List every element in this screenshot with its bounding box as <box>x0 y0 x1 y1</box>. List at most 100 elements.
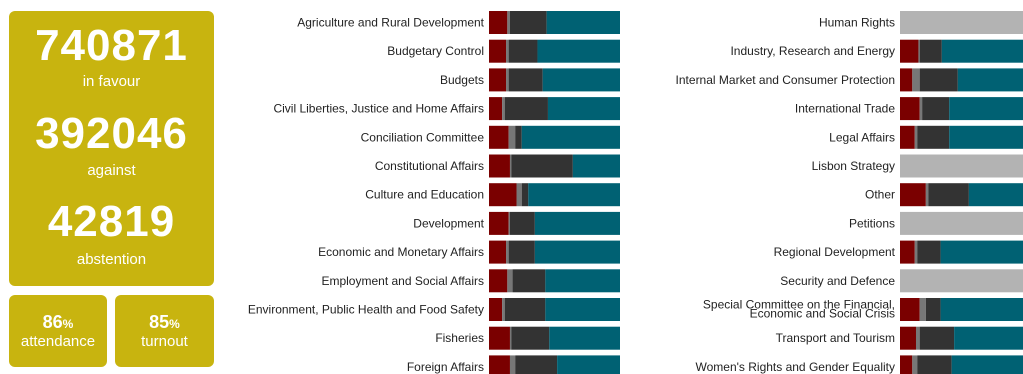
row-label-women-s-rights-and-gender-equality: Women's Rights and Gender Equality <box>695 360 895 374</box>
bar-segment-absent <box>917 125 950 149</box>
against-label: against <box>87 162 136 179</box>
row-label-fisheries: Fisheries <box>435 331 484 345</box>
bar-row-international-trade: International Trade <box>795 97 1023 121</box>
row-label-internal-market-and-consumer-protection: Internal Market and Consumer Protection <box>676 73 895 87</box>
row-label-constitutional-affairs: Constitutional Affairs <box>375 159 484 173</box>
bar-segment-in-favour <box>949 125 1023 149</box>
bar-segment-abstention <box>506 39 509 63</box>
bar-segment-in-favour <box>521 125 620 149</box>
bar-segment-against <box>900 125 915 149</box>
bar-row-fisheries: Fisheries <box>435 326 620 350</box>
bar-segment-against <box>900 97 920 121</box>
bar-segment-absent <box>919 68 958 92</box>
bar-segment-against <box>489 97 503 121</box>
bar-segment-in-favour <box>534 240 620 264</box>
row-label-employment-and-social-affairs: Employment and Social Affairs <box>321 274 484 288</box>
bar-segment-abstention <box>914 240 918 264</box>
row-label-conciliation-committee: Conciliation Committee <box>361 130 485 144</box>
bar-segment-absent <box>511 326 550 350</box>
bar-row-conciliation-committee: Conciliation Committee <box>361 125 620 149</box>
row-label-international-trade: International Trade <box>795 102 895 116</box>
row-label-other: Other <box>865 188 895 202</box>
bar-segment-against <box>489 154 510 178</box>
attendance-unit: % <box>62 317 74 331</box>
bar-segment-in-favour <box>940 298 1023 321</box>
attendance-value: 86 <box>42 312 63 332</box>
bar-segment-abstention <box>912 68 920 92</box>
bar-segment-abstention <box>919 298 926 321</box>
bar-segment-against <box>900 183 926 207</box>
bar-row-regional-development: Regional Development <box>774 240 1023 264</box>
bar-segment-abstention <box>914 125 918 149</box>
bar-segment-against <box>489 355 510 374</box>
bar-segment-abstention <box>506 240 509 264</box>
bar-row-budgets: Budgets <box>440 68 620 92</box>
bar-segment-abstention <box>915 326 920 350</box>
attendance-panel: 86% attendance <box>9 295 107 367</box>
bar-segment-absent <box>928 183 969 207</box>
bar-segment-absent <box>515 355 558 374</box>
vote-summary-panel: 740871 in favour 392046 against 42819 ab… <box>9 11 214 286</box>
bar-row-environment-public-health-and-food-safety: Environment, Public Health and Food Safe… <box>248 298 620 321</box>
bar-segment-abstention <box>509 326 512 350</box>
row-label-foreign-affairs: Foreign Affairs <box>407 360 484 374</box>
row-label-budgetary-control: Budgetary Control <box>387 44 484 58</box>
in-favour-label: in favour <box>82 73 141 90</box>
bar-segment-against <box>489 11 508 34</box>
bar-row-development: Development <box>413 211 620 235</box>
bar-segment-absent <box>508 39 538 63</box>
bar-row-special-committee-on-the-financial-economic-and-social-crisis: Special Committee on the Financial, Econo… <box>703 298 1023 321</box>
bar-segment-against <box>900 68 913 92</box>
bar-row-foreign-affairs: Foreign Affairs <box>407 355 620 374</box>
row-label-industry-research-and-energy: Industry, Research and Energy <box>730 44 895 58</box>
bar-segment-in-favour <box>951 355 1023 374</box>
turnout-label: turnout <box>141 333 188 350</box>
bar-row-culture-and-education: Culture and Education <box>365 183 620 207</box>
row-label-special-committee-on-the-financial-economic-and-social-crisis: Special Committee on the Financial, Econo… <box>703 298 895 321</box>
bar-segment-against <box>900 298 920 321</box>
bar-segment-abstention <box>509 154 512 178</box>
bar-row-employment-and-social-affairs: Employment and Social Affairs <box>321 269 620 293</box>
turnout-unit: % <box>169 317 180 331</box>
bar-segment-absent <box>511 154 573 178</box>
bar-row-human-rights: Human Rights <box>819 11 1023 34</box>
row-label-economic-and-monetary-affairs: Economic and Monetary Affairs <box>318 245 484 259</box>
bar-segment-abstention <box>509 355 516 374</box>
row-label-civil-liberties-justice-and-home-affairs: Civil Liberties, Justice and Home Affair… <box>273 102 484 116</box>
row-label-development: Development <box>413 216 484 230</box>
attendance-label: attendance <box>20 333 96 350</box>
abstention-label: abstention <box>76 251 147 268</box>
bar-segment-against <box>489 269 508 293</box>
turnout-percent: 85% <box>115 312 214 334</box>
bar-segment-against <box>489 211 509 235</box>
bar-row-budgetary-control: Budgetary Control <box>387 39 620 63</box>
bar-segment-against <box>489 183 517 207</box>
row-label-security-and-defence: Security and Defence <box>780 274 895 288</box>
bar-segment-in-favour <box>954 326 1023 350</box>
bar-segment-no-data <box>900 11 1023 34</box>
row-label-agriculture-and-rural-development: Agriculture and Rural Development <box>297 16 484 30</box>
bar-segment-against <box>489 125 509 149</box>
bar-segment-against <box>900 39 919 63</box>
bar-segment-abstention <box>918 39 920 63</box>
bar-segment-in-favour <box>557 355 620 374</box>
bar-row-internal-market-and-consumer-protection: Internal Market and Consumer Protection <box>676 68 1023 92</box>
attendance-percent: 86% <box>9 312 107 334</box>
bar-segment-no-data <box>900 211 1023 235</box>
bar-row-constitutional-affairs: Constitutional Affairs <box>375 154 620 178</box>
bar-segment-abstention <box>502 97 505 121</box>
bar-segment-no-data <box>900 269 1023 293</box>
bar-segment-abstention <box>502 298 505 321</box>
bar-segment-absent <box>515 125 522 149</box>
bar-segment-abstention <box>516 183 522 207</box>
row-label-budgets: Budgets <box>440 73 484 87</box>
bar-segment-no-data <box>900 154 1023 178</box>
bar-segment-against <box>489 240 507 264</box>
bar-row-petitions: Petitions <box>849 211 1023 235</box>
row-label-legal-affairs: Legal Affairs <box>829 130 895 144</box>
bar-row-lisbon-strategy: Lisbon Strategy <box>812 154 1023 178</box>
bar-segment-abstention <box>508 125 516 149</box>
bar-segment-in-favour <box>547 97 620 121</box>
bar-segment-in-favour <box>534 211 620 235</box>
